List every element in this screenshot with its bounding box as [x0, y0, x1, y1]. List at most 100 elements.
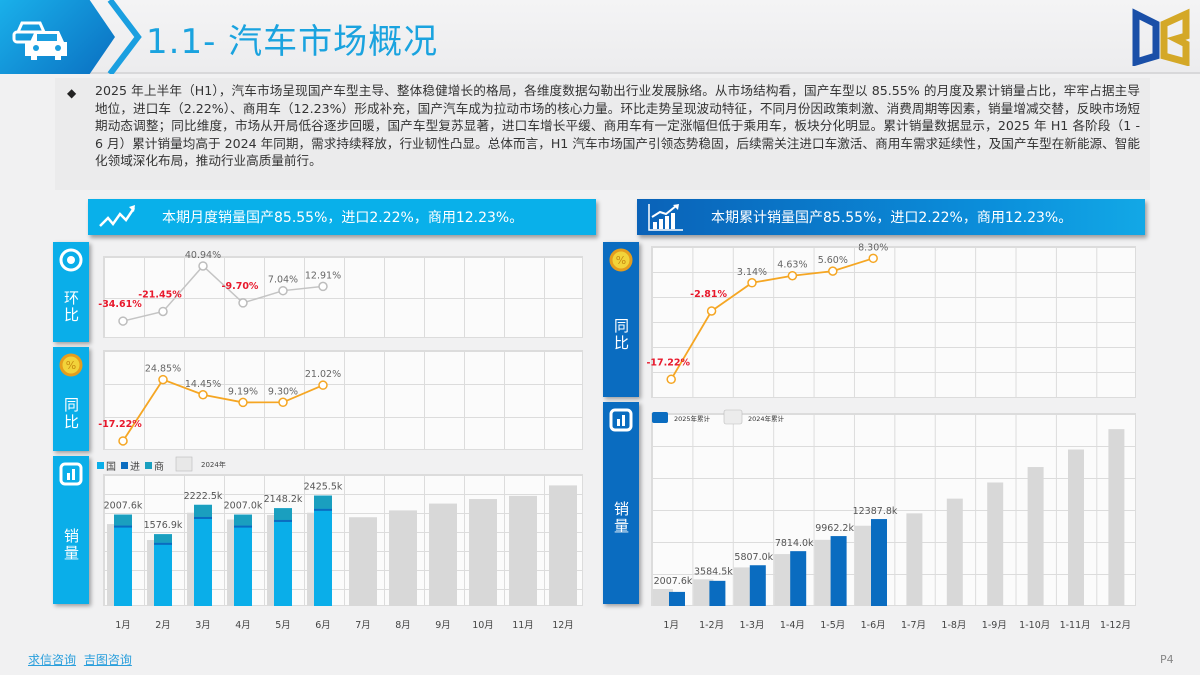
prev-year-bar [946, 498, 963, 606]
commercial-segment [154, 534, 172, 543]
side-label-yoy: % 同比 [53, 347, 89, 451]
bullet-icon: ◆ [67, 86, 77, 100]
commercial-segment [194, 504, 212, 517]
prev-year-bar [509, 495, 537, 606]
x-tick-label: 1月 [115, 620, 131, 631]
cumulative-banner-text: 本期累计销量国产85.55%，进口2.22%，商用12.23%。 [711, 210, 1073, 226]
current-year-bar [830, 536, 847, 606]
prev-year-bar [906, 513, 923, 606]
data-point [238, 298, 248, 308]
prev-year-bar [429, 503, 457, 606]
x-tick-label: 1-5月 [820, 620, 846, 631]
data-point [118, 436, 128, 446]
side-label-cum-sales: 销量 [603, 402, 639, 604]
bar-trend-icon [648, 204, 683, 231]
page-header: 1.1- 汽车市场概况 [0, 0, 1200, 74]
bar-value-label: 7814.0k [775, 538, 814, 549]
data-point [747, 278, 757, 288]
prev-year-bar [1108, 429, 1125, 606]
x-tick-label: 3月 [195, 620, 211, 631]
current-year-bar [669, 591, 685, 606]
prev-year-bar [389, 510, 417, 606]
data-point [158, 306, 168, 317]
prev-year-bar [733, 567, 754, 606]
bar-chart-icon [59, 462, 83, 486]
bar-chart-icon [609, 408, 633, 432]
data-label: -2.81% [690, 289, 727, 300]
bar-value-label: 12387.8k [853, 506, 898, 517]
prev-year-bar [693, 579, 714, 606]
x-tick-label: 8月 [395, 620, 411, 631]
page-number: P4 [1160, 653, 1174, 666]
bar-value-label: 2425.5k [304, 482, 343, 493]
x-tick-label: 5月 [275, 620, 291, 631]
x-tick-label: 4月 [235, 620, 251, 631]
import-segment [314, 508, 332, 511]
footer-link-2[interactable]: 吉图咨询 [83, 653, 132, 667]
prev-year-bar [653, 589, 673, 606]
trend-up-icon [99, 205, 136, 227]
bar-value-label: 9962.2k [815, 523, 854, 534]
prev-year-bar [469, 499, 497, 606]
domestic-segment [274, 508, 292, 606]
current-year-bar [790, 551, 807, 606]
commercial-segment [314, 495, 332, 509]
prev-year-bar [987, 482, 1004, 606]
svg-text:2025年累计: 2025年累计 [674, 414, 711, 423]
data-point [278, 397, 288, 408]
x-tick-label: 1-6月 [860, 620, 886, 631]
monthly-x-axis: 1月 2月 3月 4月 5月 6月 7月 8月 9月 10月 11月 12月 [103, 617, 583, 631]
data-label: -34.61% [98, 299, 142, 310]
data-label: 9.30% [268, 386, 298, 397]
bar-value-label: 5807.0k [734, 552, 773, 563]
data-label: 9.19% [228, 386, 258, 397]
x-tick-label: 7月 [355, 620, 371, 631]
x-tick-label: 9月 [435, 620, 451, 631]
data-point [278, 285, 288, 296]
x-tick-label: 11月 [512, 620, 534, 631]
monthly-banner-text: 本期月度销量国产85.55%，进口2.22%，商用12.23%。 [162, 210, 524, 226]
data-label: -17.22% [646, 357, 690, 368]
percent-icon: % [59, 353, 83, 377]
data-point [158, 374, 168, 385]
data-label: -9.70% [222, 281, 259, 292]
x-tick-label: 1-12月 [1099, 620, 1132, 631]
data-label: 40.94% [185, 250, 221, 261]
import-segment [274, 519, 292, 522]
commercial-segment [114, 514, 132, 526]
cum-yoy-plot-area [651, 246, 1136, 398]
car-icon [12, 21, 67, 60]
commercial-segment [274, 508, 292, 520]
footer-link-1[interactable]: 求信咨询 [28, 653, 77, 667]
summary-text: 2025 年上半年（H1），汽车市场呈现国产车型主导、整体稳健增长的格局，各维度… [95, 83, 1140, 168]
data-label: 7.04% [268, 275, 298, 286]
svg-text:2024年累计: 2024年累计 [748, 414, 785, 423]
prev-year-bar [855, 525, 875, 606]
data-label: -17.22% [98, 419, 142, 430]
x-tick-label: 1-9月 [981, 620, 1007, 631]
domestic-segment [194, 504, 212, 606]
import-segment [194, 516, 212, 519]
bar-value-label: 1576.9k [144, 520, 183, 531]
data-label: 4.63% [777, 260, 807, 271]
prev-year-bar [349, 517, 377, 606]
import-segment [234, 525, 252, 528]
header-badge [0, 0, 115, 74]
db-logo [1132, 8, 1190, 66]
data-point [118, 316, 128, 326]
chevron-right-icon [107, 0, 142, 74]
data-point [198, 390, 208, 400]
data-point [318, 281, 328, 292]
svg-text:国: 国 [106, 461, 116, 473]
prev-year-bar [1027, 467, 1044, 606]
data-point [787, 270, 798, 281]
data-point [868, 253, 878, 264]
yoy-plot-area [103, 350, 583, 450]
yoy-line-chart: -17.22% 24.85% 14.45% 9.19% 9.30% 21.02% [98, 364, 341, 446]
data-point [198, 261, 208, 271]
bar-value-label: 2007.0k [224, 501, 263, 512]
data-point [318, 380, 328, 390]
data-label: -21.45% [138, 289, 182, 300]
monthly-legend: 国 进 商 2024年 [97, 456, 226, 473]
x-tick-label: 1-8月 [941, 620, 967, 631]
